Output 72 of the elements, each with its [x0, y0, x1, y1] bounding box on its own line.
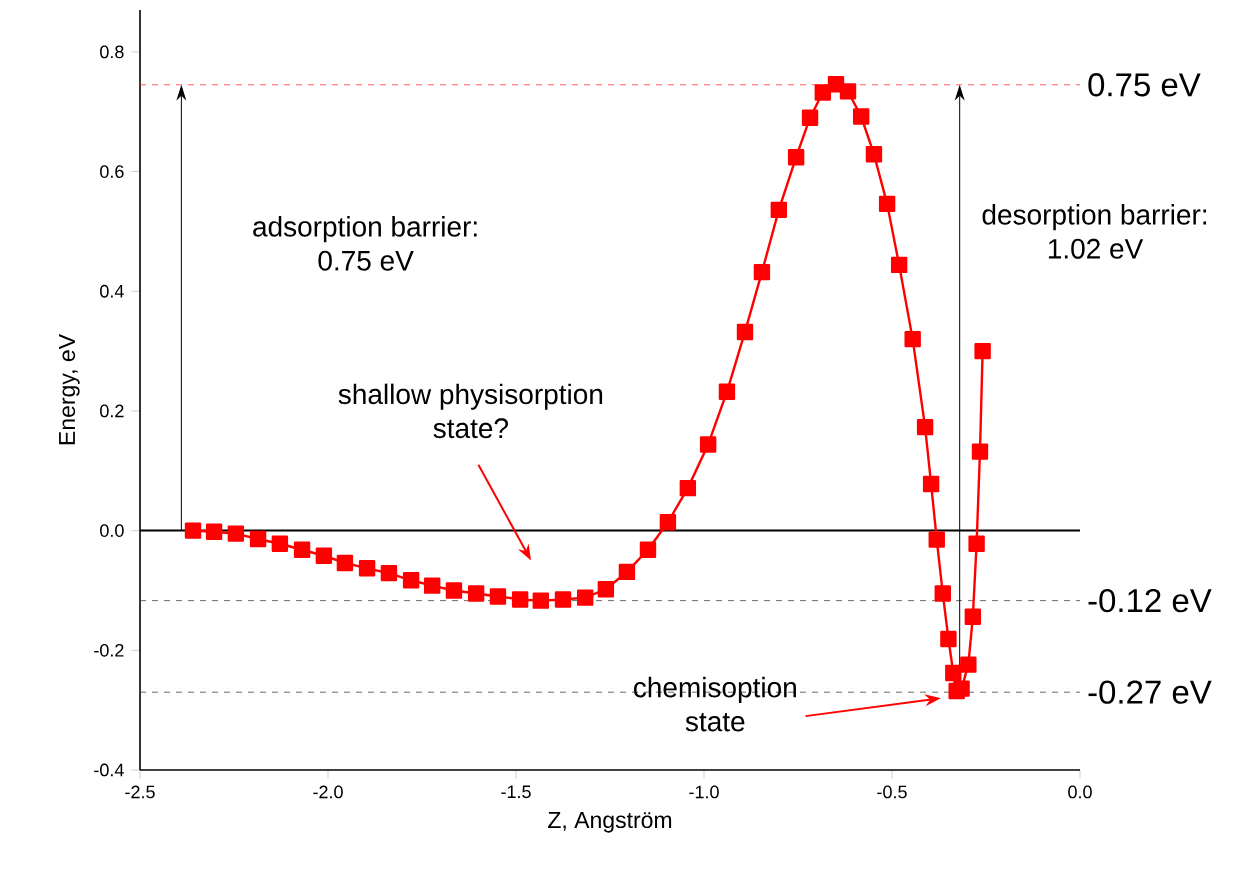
annotation: adsorption barrier: 0.75 eV [253, 216, 477, 271]
point [922, 475, 940, 493]
point [974, 342, 991, 360]
ref-line-label: -0.27 eV [1088, 680, 1212, 704]
y-axis-title: Energy, eV [59, 334, 80, 445]
point [532, 592, 550, 609]
x-tick-label: -1.5 [501, 785, 531, 799]
point [904, 330, 921, 348]
point [945, 664, 962, 682]
point [554, 591, 572, 608]
point [878, 195, 896, 213]
point [736, 323, 754, 341]
ref-line-label: -0.12 eV [1088, 588, 1212, 613]
point [205, 523, 223, 541]
y-tick-label: -0.4 [94, 763, 124, 777]
point [576, 589, 594, 606]
point [380, 564, 398, 582]
point [971, 443, 989, 460]
x-tick-label: -2.0 [313, 785, 343, 799]
point [423, 577, 441, 594]
point [445, 582, 463, 599]
point [787, 149, 805, 166]
point [336, 554, 354, 572]
point [753, 263, 771, 281]
point [639, 541, 657, 558]
point [814, 84, 832, 101]
point [184, 522, 202, 539]
point [358, 560, 376, 577]
point [315, 547, 333, 564]
x-tick-label: 0.0 [1068, 785, 1092, 799]
x-tick-label: -2.5 [125, 785, 155, 799]
point [597, 581, 615, 598]
point [839, 83, 857, 100]
point [916, 418, 934, 436]
point [618, 563, 636, 581]
point [865, 146, 883, 163]
annotation: desorption barrier: 1.02 eV [982, 204, 1207, 259]
point [402, 572, 420, 589]
point [659, 514, 677, 531]
y-tick-label: 0.6 [100, 165, 124, 178]
point [934, 585, 951, 602]
point [249, 530, 267, 548]
point [770, 201, 788, 219]
point [940, 630, 957, 648]
point [271, 535, 289, 552]
point [968, 535, 985, 552]
point [718, 383, 736, 400]
point [960, 656, 977, 673]
x-tick-label: -1.0 [689, 785, 719, 799]
point [293, 541, 311, 558]
point [679, 479, 697, 497]
y-tick-label: 0.2 [100, 404, 124, 418]
point [489, 588, 507, 605]
annotation: chemisoption state [633, 676, 796, 732]
point [227, 525, 245, 542]
y-tick-label: 0.0 [100, 524, 124, 537]
point [852, 108, 870, 125]
point [699, 436, 717, 453]
point [928, 531, 945, 548]
point [964, 608, 982, 625]
point [953, 680, 970, 697]
point [801, 109, 819, 126]
x-axis-title: Z, Angström [548, 812, 672, 833]
point [890, 256, 908, 274]
x-tick-label: -0.5 [877, 785, 907, 799]
y-tick-label: -0.2 [94, 643, 124, 657]
y-tick-label: 0.4 [100, 284, 124, 298]
ref-line-label: 0.75 eV [1088, 73, 1201, 97]
y-tick-label: 0.8 [100, 45, 124, 59]
point [467, 585, 485, 602]
point [511, 591, 529, 608]
annotation: shallow physisorption state? [338, 383, 603, 439]
